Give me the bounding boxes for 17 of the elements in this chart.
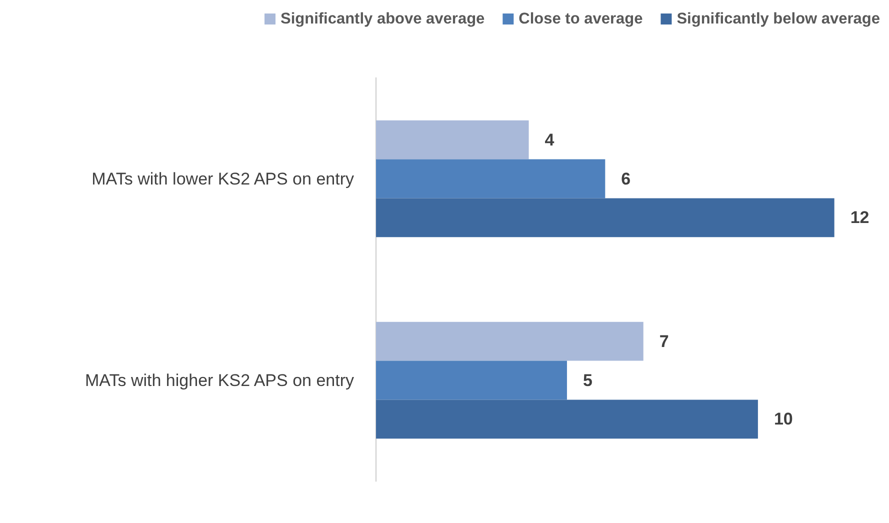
bar [376, 322, 644, 361]
y-tick-label: MATs with lower KS2 APS on entry [92, 169, 354, 188]
bar [376, 159, 606, 198]
data-label: 4 [544, 130, 555, 150]
legend-label: Significantly above average [280, 10, 486, 28]
legend-label: Close to average [518, 10, 644, 28]
data-label: 10 [774, 410, 793, 429]
data-label: 5 [582, 370, 592, 390]
bar [376, 360, 567, 400]
legend-label: Significantly below average [676, 10, 880, 28]
bar [376, 400, 758, 439]
data-label: 6 [621, 169, 631, 188]
bar [376, 198, 834, 238]
bar [376, 120, 529, 160]
data-label: 12 [850, 208, 870, 228]
data-label: 7 [659, 332, 669, 351]
y-tick-label: MATs with higher KS2 APS on entry [85, 370, 354, 390]
